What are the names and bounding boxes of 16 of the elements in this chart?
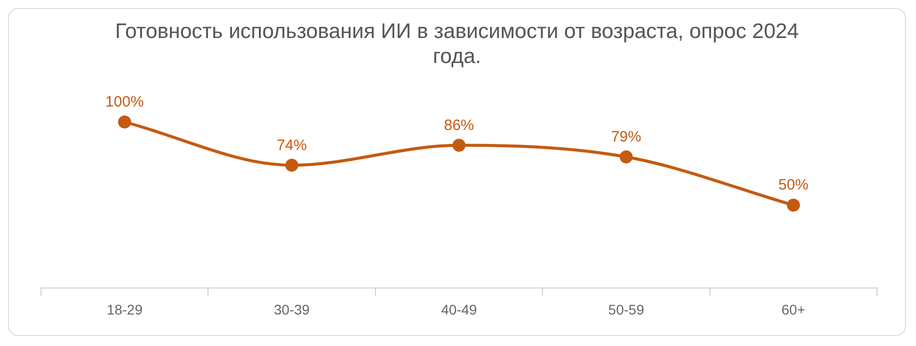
point <box>118 116 132 128</box>
data-label: 50% <box>778 176 808 194</box>
chart-title: Готовность использования ИИ в зависимости от возраста, опрос 2024 года. <box>114 19 800 70</box>
point <box>620 150 633 164</box>
data-label: 86% <box>444 116 474 134</box>
data-label: 74% <box>276 136 307 154</box>
data-label: 100% <box>105 94 144 111</box>
point <box>786 198 800 212</box>
data-label: 79% <box>611 128 642 146</box>
x-tick-label: 50-59 <box>608 301 644 318</box>
x-tick-label: 40-49 <box>441 301 478 318</box>
point <box>452 138 466 152</box>
x-tick-label: 60+ <box>782 301 806 318</box>
x-tick-label: 18-29 <box>106 301 143 318</box>
x-tick-label: 30-39 <box>274 301 310 318</box>
point <box>285 158 298 172</box>
